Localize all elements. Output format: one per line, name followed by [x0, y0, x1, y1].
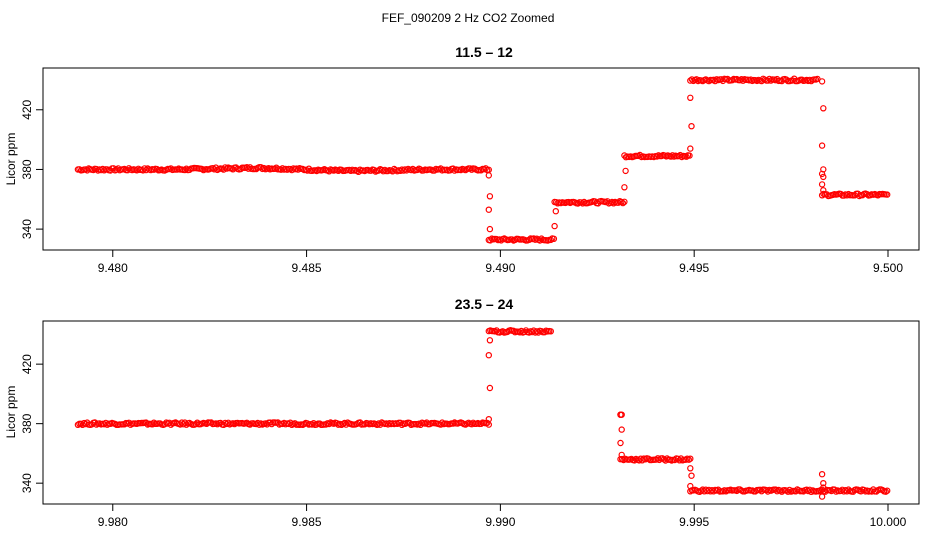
data-point — [618, 426, 625, 433]
data-point — [683, 153, 690, 160]
plot-area-2 — [42, 320, 920, 505]
data-point — [486, 337, 494, 344]
data-point — [621, 184, 628, 191]
data-point — [687, 455, 694, 462]
chart-title-2: 23.5 – 24 — [455, 296, 514, 312]
data-point — [484, 419, 491, 427]
data-point — [818, 181, 826, 188]
data-point — [617, 411, 624, 418]
data-point — [482, 165, 489, 172]
data-point — [619, 199, 627, 207]
y-tick-label: 340 — [20, 473, 34, 493]
data-point — [485, 416, 492, 423]
plot-area-1 — [42, 67, 920, 251]
data-point — [485, 206, 492, 213]
data-point — [688, 472, 695, 479]
data-point — [820, 105, 827, 112]
y-tick-label: 420 — [20, 354, 34, 374]
data-point — [884, 487, 891, 494]
data-point — [818, 142, 826, 149]
data-point — [687, 94, 694, 102]
data-point — [687, 482, 694, 490]
data-point — [820, 187, 827, 194]
data-point — [884, 191, 891, 198]
data-point — [486, 193, 494, 200]
data-point — [551, 222, 558, 230]
figure-title: FEF_090209 2 Hz CO2 Zoomed — [382, 11, 555, 25]
data-point — [547, 236, 555, 244]
x-tick-label: 9.500 — [873, 261, 903, 275]
data-point — [468, 166, 475, 173]
x-tick-label: 9.485 — [292, 261, 322, 275]
data-point — [486, 225, 494, 233]
data-point — [820, 484, 827, 491]
data-point — [547, 328, 555, 335]
data-point — [485, 172, 492, 179]
y-axis-label-1: Licor ppm — [4, 133, 18, 186]
data-point — [818, 170, 826, 178]
data-point — [820, 480, 827, 487]
x-tick-label: 9.490 — [485, 261, 515, 275]
data-point — [818, 78, 826, 85]
x-tick-label: 10.000 — [870, 515, 907, 529]
data-point — [687, 465, 694, 472]
data-point — [621, 198, 628, 205]
data-point — [550, 235, 558, 242]
data-point — [820, 173, 827, 181]
chart-title-1: 11.5 – 12 — [455, 44, 513, 60]
data-series-1 — [74, 75, 891, 244]
axis-ticks-1: 9.480 9.485 9.490 9.495 9.500 340 380 420 — [20, 99, 903, 275]
x-tick-label: 9.990 — [485, 515, 515, 529]
axis-ticks-2: 9.980 9.985 9.990 9.995 10.000 340 380 420 — [20, 354, 907, 529]
y-tick-label: 380 — [20, 413, 34, 433]
y-tick-label: 340 — [20, 219, 34, 239]
data-point — [486, 384, 494, 392]
y-axis-label-2: Licor ppm — [4, 386, 18, 439]
data-point — [618, 451, 625, 459]
data-point — [622, 167, 629, 175]
data-point — [631, 457, 638, 464]
data-series-2 — [74, 327, 891, 500]
x-tick-label: 9.985 — [292, 515, 322, 529]
data-point — [485, 352, 492, 359]
data-point — [687, 145, 694, 152]
data-point — [552, 207, 560, 215]
chart-panel-1: 11.5 – 12 Licor ppm 9.480 9.485 9.490 9.495… — [4, 44, 920, 275]
y-tick-label: 420 — [20, 99, 34, 119]
data-point — [818, 471, 826, 478]
x-tick-label: 9.980 — [98, 515, 128, 529]
data-point — [818, 493, 826, 500]
chart-panel-2: 23.5 – 24 Licor ppm 9.980 9.985 9.990 9.995… — [4, 296, 920, 529]
data-point — [686, 152, 693, 159]
y-tick-label: 380 — [20, 159, 34, 179]
data-point — [617, 439, 624, 447]
data-point — [688, 122, 695, 130]
x-tick-label: 9.995 — [679, 515, 709, 529]
x-tick-label: 9.480 — [98, 261, 128, 275]
data-point — [814, 75, 821, 83]
x-tick-label: 9.495 — [679, 261, 709, 275]
